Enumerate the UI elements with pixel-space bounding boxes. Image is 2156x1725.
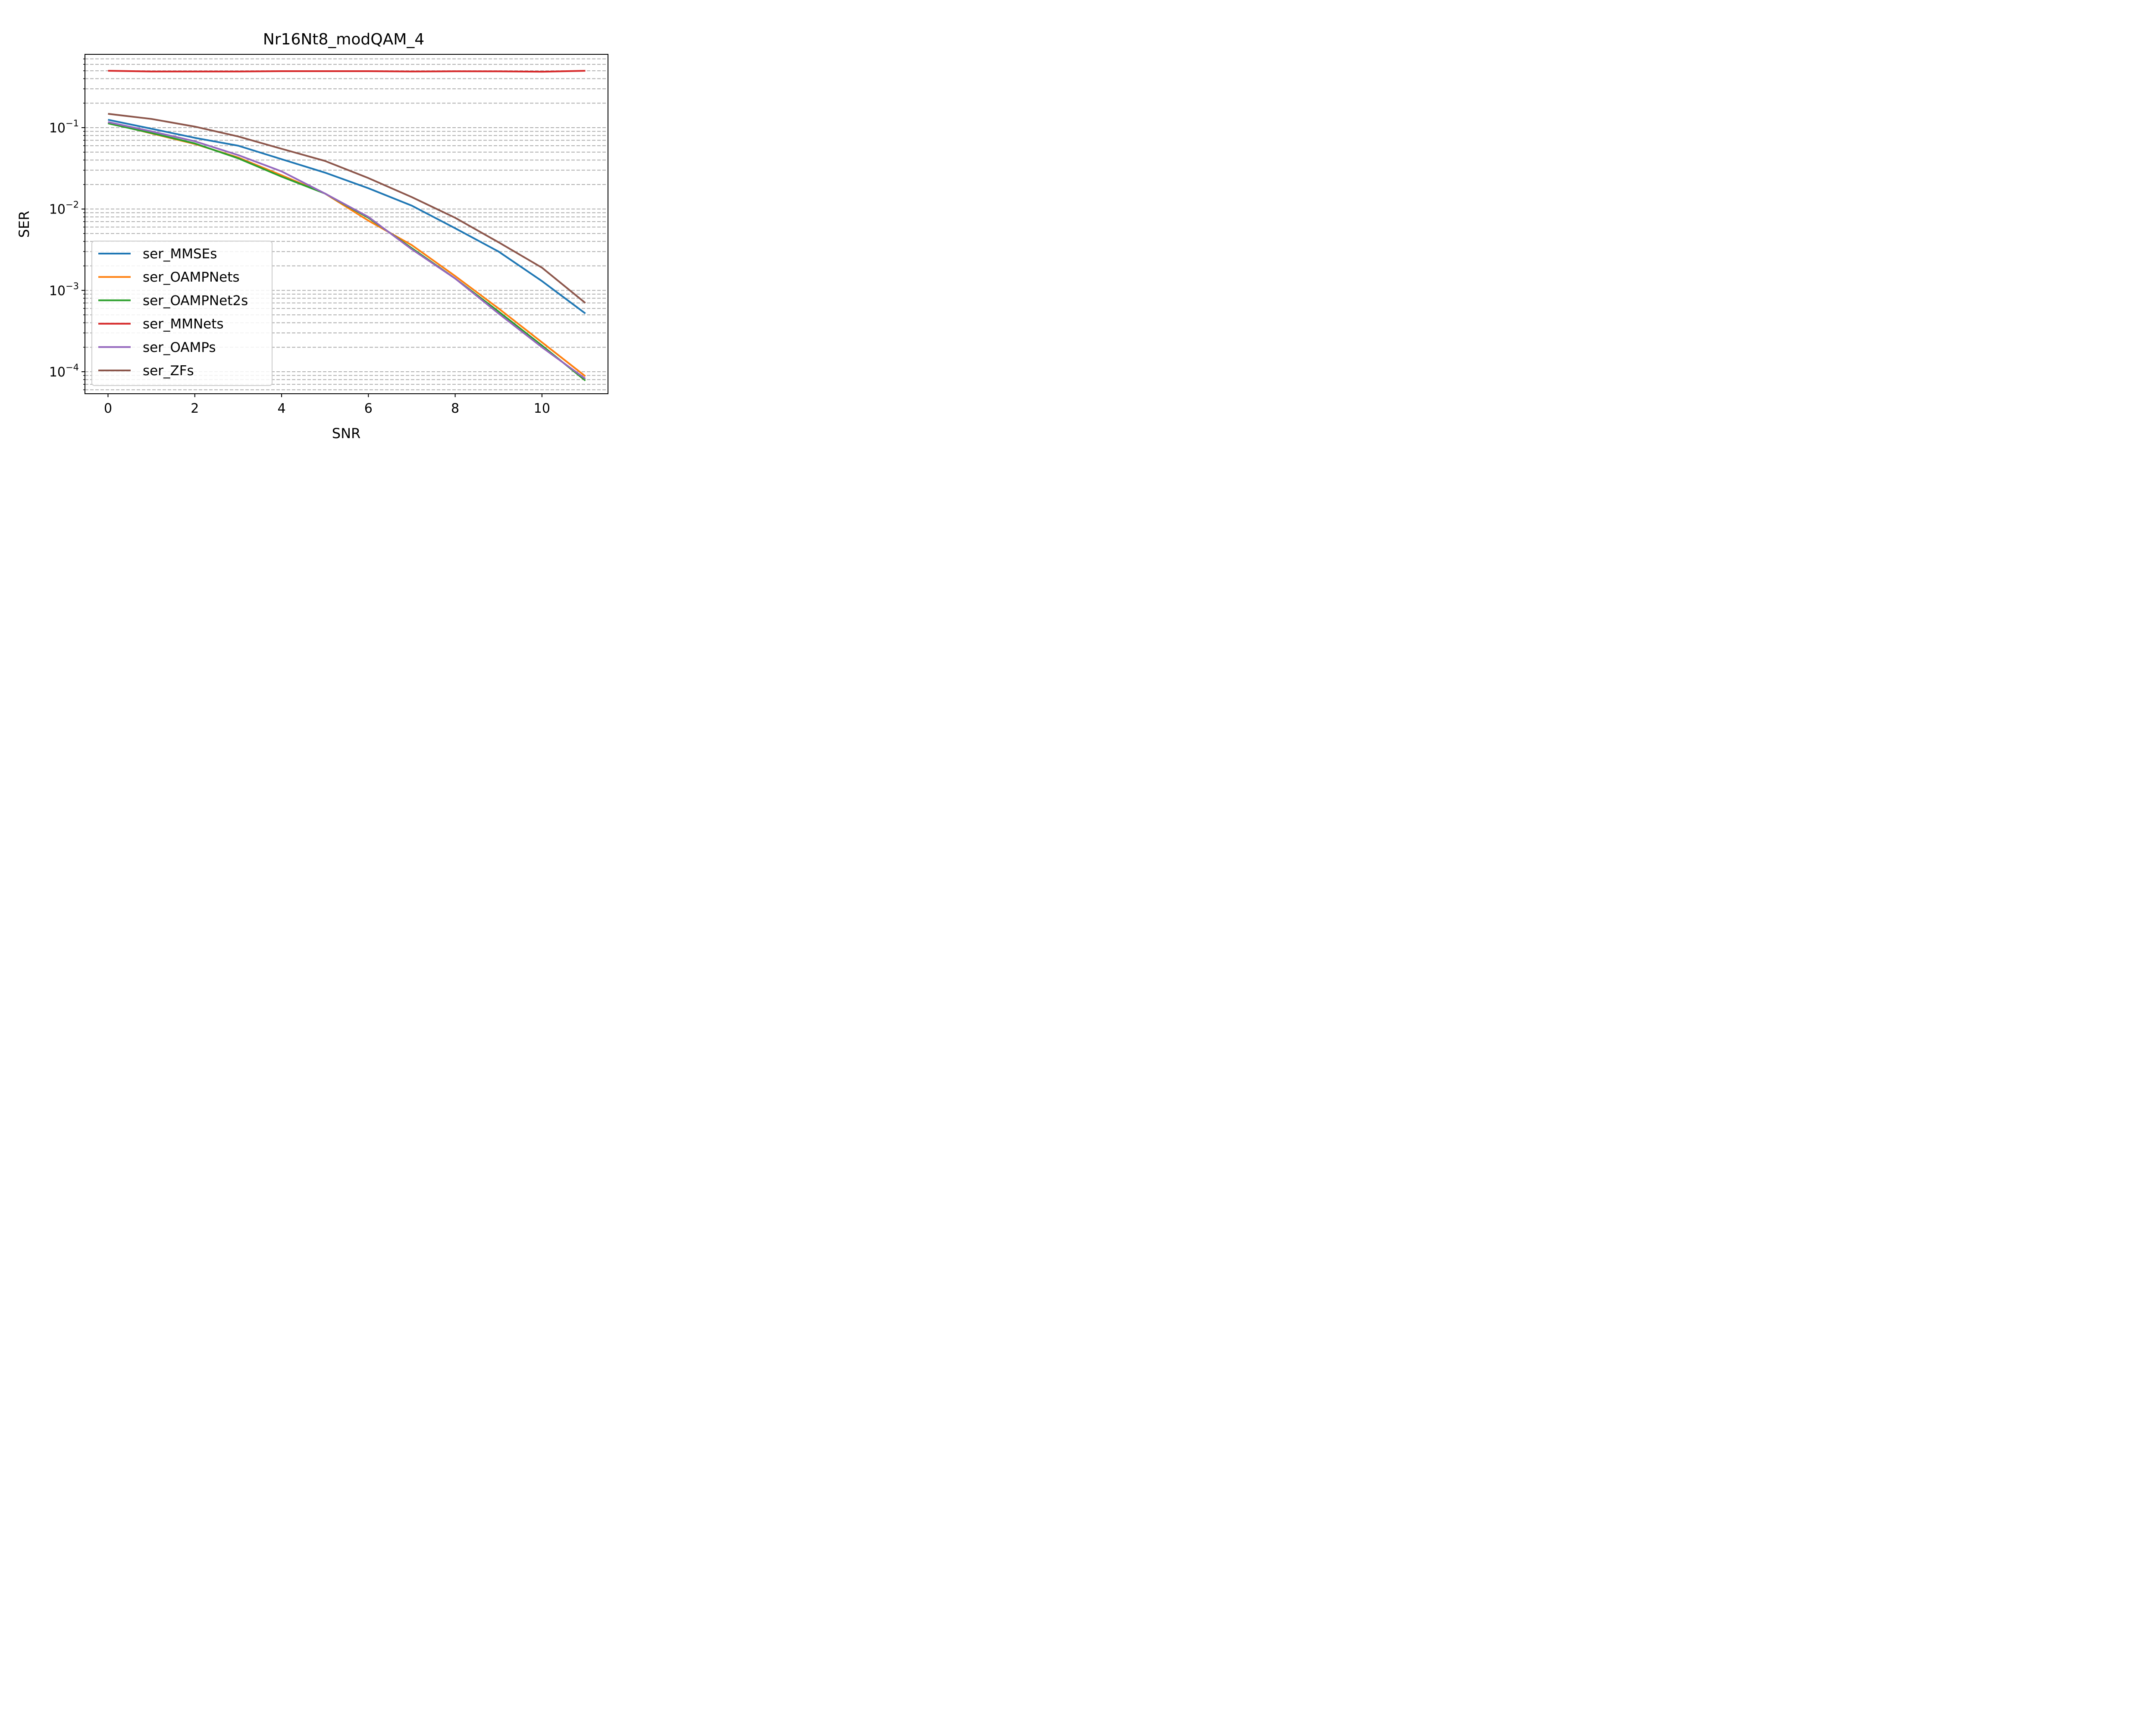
y-axis-label: SER <box>16 211 32 238</box>
series-lines <box>108 70 586 381</box>
x-tick-label: 0 <box>104 401 112 416</box>
legend-label: ser_OAMPNets <box>143 270 240 285</box>
chart: Nr16Nt8_modQAM_4 0 2 4 6 8 10 10−110−210−310−… <box>0 0 667 451</box>
y-tick-label: 10−2 <box>49 200 79 217</box>
legend-label: ser_MMSEs <box>143 246 217 262</box>
chart-title: Nr16Nt8_modQAM_4 <box>263 31 424 48</box>
x-tick-label: 4 <box>277 401 285 416</box>
y-tick-label: 10−4 <box>49 362 79 380</box>
legend-label: ser_OAMPs <box>143 340 216 355</box>
x-tick-label: 6 <box>364 401 373 416</box>
y-tick-label: 10−1 <box>49 118 79 136</box>
grid <box>85 58 608 390</box>
legend-box <box>91 241 273 386</box>
x-axis-label: SNR <box>332 425 360 442</box>
legend-label: ser_MMNets <box>143 317 224 332</box>
x-tick-label: 10 <box>534 401 550 416</box>
y-axis: 10−1 10−2 10−3 10−4 <box>49 58 85 390</box>
y-tick-label: 10−3 <box>49 281 79 298</box>
x-tick-label: 2 <box>191 401 199 416</box>
legend: ser_MMSEs ser_OAMPNets ser_OAMPNet2s ser_MM… <box>91 241 273 386</box>
legend-label: ser_OAMPNet2s <box>143 293 248 308</box>
legend-label: ser_ZFs <box>143 363 194 379</box>
series-line-ser_MMSEs <box>108 119 586 314</box>
plot-frame <box>85 54 608 394</box>
series-line-ser_MMNets <box>108 70 586 73</box>
x-axis: 0 2 4 6 8 10 <box>104 394 550 416</box>
series-line-ser_OAMPs <box>108 121 586 380</box>
series-line-ser_ZFs <box>108 113 586 304</box>
x-tick-label: 8 <box>451 401 459 416</box>
